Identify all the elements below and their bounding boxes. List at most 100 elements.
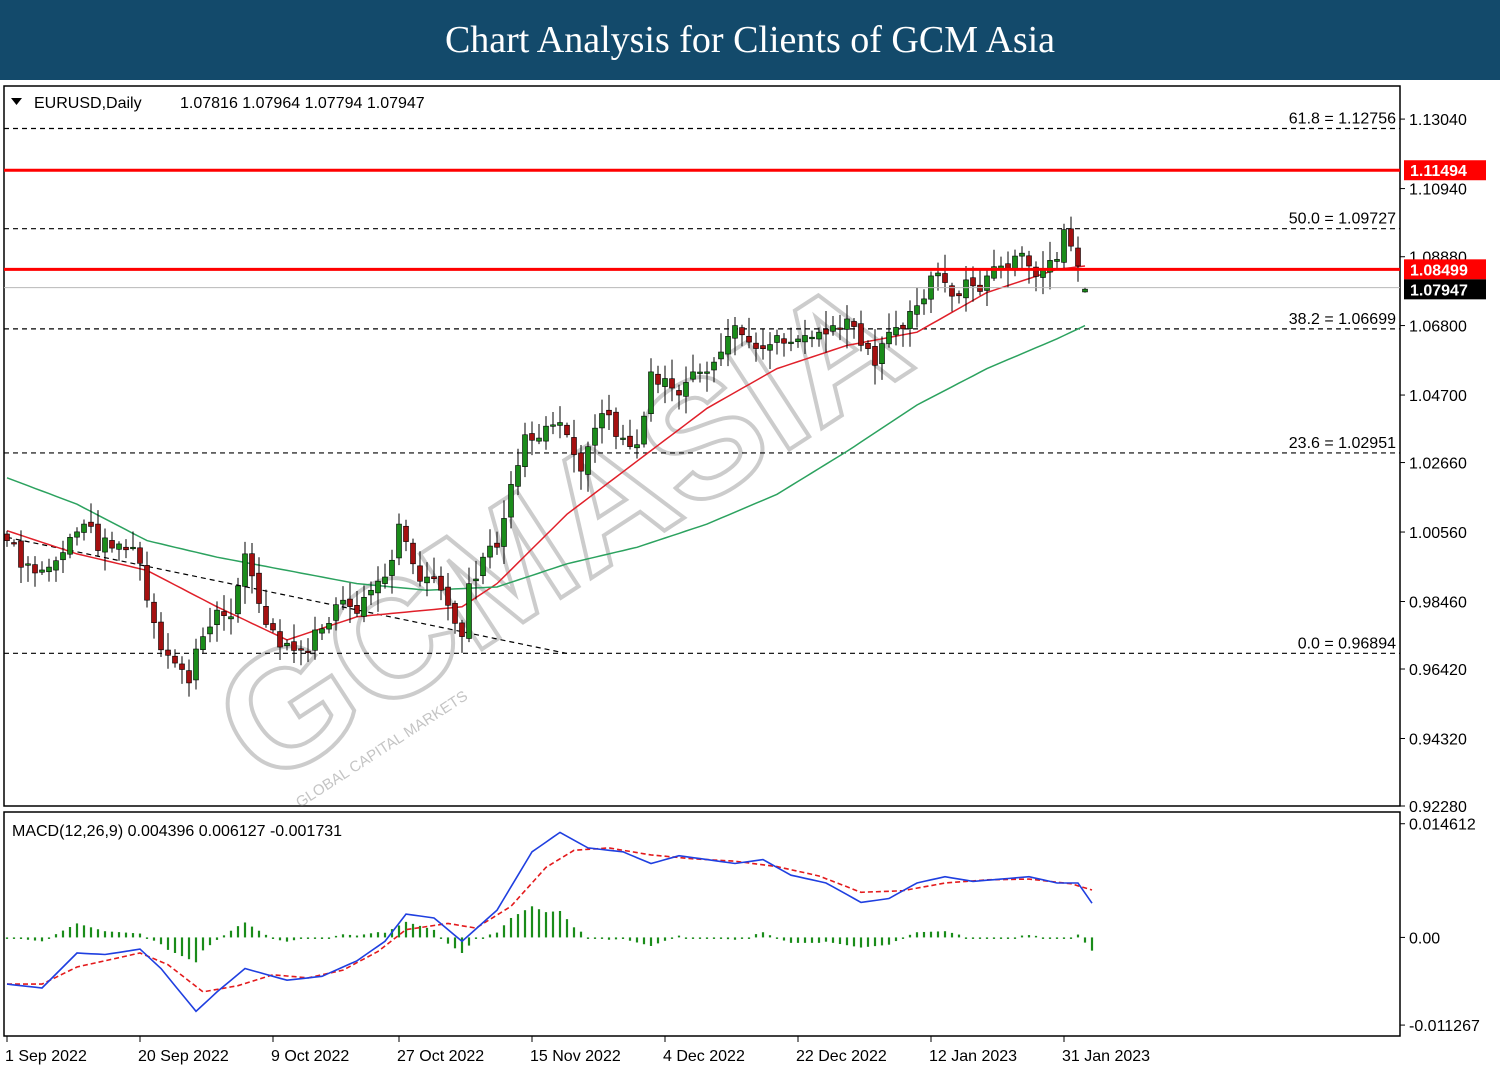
candle-body <box>893 327 899 336</box>
candle-body <box>137 547 143 564</box>
candle-body <box>865 342 871 349</box>
candle-body <box>781 338 787 344</box>
candle <box>116 541 122 561</box>
candle <box>305 638 311 663</box>
candle-body <box>746 335 752 343</box>
price-tag-bg <box>1404 279 1486 300</box>
candle <box>396 513 402 566</box>
candle <box>669 359 675 402</box>
candle <box>417 551 423 587</box>
macd-header: MACD(12,26,9) 0.004396 0.006127 -0.00173… <box>12 823 342 840</box>
time-tick-label: 27 Oct 2022 <box>397 1048 484 1065</box>
candle <box>382 563 388 589</box>
price-tick-label: 1.06800 <box>1409 319 1467 336</box>
candle <box>1033 261 1039 292</box>
candle-body <box>354 605 360 614</box>
candle <box>1075 236 1081 282</box>
candle-body <box>270 623 276 631</box>
candle <box>284 639 290 651</box>
candle <box>172 649 178 668</box>
candle <box>1019 246 1025 268</box>
candle-body <box>543 425 549 442</box>
candle-body <box>774 335 780 343</box>
candle-body <box>830 325 836 332</box>
dropdown-triangle-icon[interactable] <box>11 98 22 105</box>
fib-level-label: 50.0 = 1.09727 <box>1289 211 1396 228</box>
candle-body <box>970 277 976 287</box>
candle-body <box>725 336 731 355</box>
banner-title: Chart Analysis for Clients of GCM Asia <box>444 19 1056 61</box>
candle <box>410 538 416 575</box>
candle <box>74 527 80 546</box>
candle <box>298 640 304 666</box>
candle-body <box>648 371 654 414</box>
candle <box>571 419 577 473</box>
candle-body <box>361 596 367 617</box>
candle-body <box>291 641 297 651</box>
candle <box>403 519 409 552</box>
candle <box>144 551 150 608</box>
candle-body <box>795 338 801 343</box>
candle <box>333 597 339 631</box>
candle <box>361 585 367 623</box>
candle-body <box>207 626 213 635</box>
candle-body <box>844 318 850 330</box>
candle <box>109 531 115 553</box>
macd-signal-line <box>7 847 1093 993</box>
candle <box>760 329 766 360</box>
fib-level-label: 23.6 = 1.02951 <box>1289 435 1396 452</box>
candle-body <box>837 327 843 330</box>
fibonacci-levels: 61.8 = 1.12756 50.0 = 1.09727 38.2 = 1.066… <box>4 110 1400 654</box>
candle-body <box>1026 255 1032 267</box>
candle-body <box>417 565 423 582</box>
candle-body <box>368 589 374 596</box>
candle <box>907 300 913 347</box>
candle-body <box>452 603 458 624</box>
candle <box>739 324 745 347</box>
candle-body <box>172 655 178 664</box>
candle <box>991 249 997 281</box>
candle-body <box>18 540 24 568</box>
candle <box>550 412 556 435</box>
candle-body <box>473 578 479 582</box>
candle <box>95 510 101 557</box>
candle <box>781 333 787 357</box>
chart-area: GCMASIA GLOBAL CAPITAL MARKETS 61.8 = 1.… <box>3 85 1486 1065</box>
candle <box>858 310 864 352</box>
candle-body <box>60 552 66 561</box>
time-tick-label: 4 Dec 2022 <box>663 1048 745 1065</box>
candle <box>312 616 318 660</box>
candle-body <box>4 533 10 541</box>
candle-body <box>480 556 486 577</box>
candle-body <box>522 434 528 467</box>
candle <box>137 541 143 581</box>
price-tick-label: 0.96420 <box>1409 662 1467 679</box>
candle-body <box>935 272 941 277</box>
candle-body <box>312 629 318 651</box>
candle-body <box>592 427 598 446</box>
candle <box>830 315 836 336</box>
price-tick-label: 1.13040 <box>1409 112 1467 129</box>
candle-body <box>39 569 45 573</box>
candle <box>837 314 843 341</box>
price-tick-label: 1.00560 <box>1409 525 1467 542</box>
candle <box>844 305 850 349</box>
candle-body <box>879 343 885 364</box>
ma-20-line <box>6 265 1086 641</box>
candle <box>60 540 66 573</box>
candle <box>179 656 185 684</box>
candle-body <box>690 371 696 380</box>
price-tick-label: 0.94320 <box>1409 732 1467 749</box>
candle-body <box>298 648 304 651</box>
candle-body <box>662 378 668 387</box>
ma-50-line <box>6 324 1086 592</box>
fib-level-label: 61.8 = 1.12756 <box>1289 110 1396 127</box>
candle <box>921 289 927 315</box>
candle-body <box>214 609 220 626</box>
title-banner: Chart Analysis for Clients of GCM Asia <box>0 0 1500 80</box>
candle <box>655 365 661 394</box>
candle <box>620 424 626 446</box>
candle <box>354 591 360 617</box>
candle <box>438 566 444 601</box>
candle <box>557 406 563 439</box>
